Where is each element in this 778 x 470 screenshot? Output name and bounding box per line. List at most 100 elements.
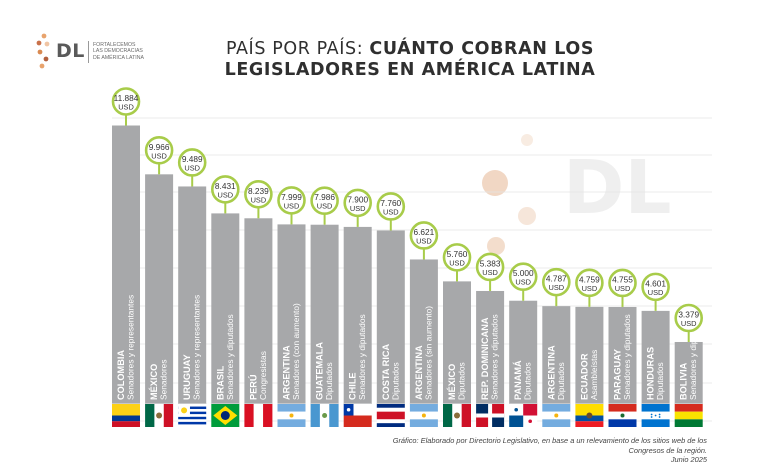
chamber-label: Diputados xyxy=(324,362,334,400)
country-label: MÉXICO xyxy=(148,364,159,400)
logo-tagline: Fortalecemos las democracias de América … xyxy=(93,42,144,61)
bar-divider xyxy=(575,403,604,404)
bar-divider xyxy=(112,403,140,404)
chart-title: PAÍS POR PAÍS: CUÁNTO COBRAN LOS LEGISLA… xyxy=(170,39,650,81)
chamber-label: Diputados xyxy=(523,362,533,400)
bar-divider xyxy=(343,403,372,404)
argentina-flag-icon xyxy=(277,404,306,427)
country-label: ECUADOR xyxy=(579,353,589,400)
bar-divider xyxy=(244,403,273,404)
country-label: ARGENTINA xyxy=(546,345,556,400)
bar xyxy=(310,224,339,404)
source-text: Gráfico: Elaborado por Directorio Legisl… xyxy=(392,436,707,455)
chamber-label: Senadores y diputados xyxy=(225,314,235,400)
bar-label: PERÚ Congresistas xyxy=(247,351,268,400)
logo-tagline-line: de América Latina xyxy=(93,54,144,61)
value-label: 11.884 xyxy=(114,93,139,103)
bar-label: PANAMÁ Diputados xyxy=(512,360,533,400)
value-label: 7.986 xyxy=(314,192,335,202)
bar-label: COLOMBIA Senadores y representantes xyxy=(116,295,136,400)
chamber-label: Senadores y diputados xyxy=(622,314,632,400)
chamber-label: Diputados xyxy=(655,362,665,400)
country-label: PARAGUAY xyxy=(613,349,623,400)
brasil-flag-icon xyxy=(211,404,240,427)
bar-divider xyxy=(476,403,505,404)
value-bubble xyxy=(244,179,273,209)
currency-label: USD xyxy=(217,190,233,199)
bar xyxy=(277,224,306,404)
bar xyxy=(178,186,207,404)
currency-label: USD xyxy=(615,284,631,293)
value-bubble xyxy=(674,303,704,333)
logo-dots-icon xyxy=(36,33,50,69)
value-bubble xyxy=(211,175,240,204)
bars-layer: COLOMBIA Senadores y representantes 11.884… xyxy=(111,87,704,427)
chamber-label: Diputados xyxy=(556,362,566,400)
bar-label: COSTA RICA Diputados xyxy=(381,343,401,400)
decor-circle xyxy=(521,134,533,146)
bar-label: ARGENTINA Senadores (sin aumento) xyxy=(414,306,434,400)
watermark-text: DL xyxy=(563,145,672,231)
bar-divider xyxy=(310,403,339,404)
value-bubble xyxy=(343,188,373,218)
ecuador-flag-icon xyxy=(575,404,604,427)
value-label: 4.759 xyxy=(579,274,600,284)
bar-group: COLOMBIA Senadores y representantes 11.884… xyxy=(111,87,141,427)
currency-label: USD xyxy=(515,278,531,287)
country-label: PANAMÁ xyxy=(512,360,523,400)
bar xyxy=(476,290,505,404)
chamber-label: Senadores y diputados xyxy=(357,314,367,400)
value-label: 7.999 xyxy=(281,192,302,202)
chamber-label: Senadores xyxy=(159,359,169,400)
currency-label: USD xyxy=(681,319,697,328)
peru-flag-icon xyxy=(244,404,273,427)
value-label: 4.787 xyxy=(546,274,567,284)
currency-label: USD xyxy=(416,236,432,245)
value-label: 7.760 xyxy=(380,198,401,208)
country-label: ARGENTINA xyxy=(282,345,292,400)
bar xyxy=(575,306,604,404)
bar xyxy=(542,306,571,404)
source-date: Junio 2025 xyxy=(670,455,707,464)
country-label: HONDURAS xyxy=(646,347,656,400)
argentina-flag-icon xyxy=(542,404,571,427)
bar-label: PARAGUAY Senadores y diputados xyxy=(613,314,633,400)
currency-label: USD xyxy=(184,163,200,172)
bar xyxy=(112,125,140,405)
currency-label: USD xyxy=(151,151,167,160)
logo-divider xyxy=(88,41,89,63)
currency-label: USD xyxy=(118,102,134,111)
value-bubble xyxy=(641,272,670,302)
costa-rica-flag-icon xyxy=(376,404,405,427)
country-label: BOLIVIA xyxy=(679,362,689,400)
value-label: 5.000 xyxy=(513,268,534,278)
country-label: PERÚ xyxy=(247,374,258,400)
argentina-flag-icon xyxy=(409,404,438,427)
logo: DL Fortalecemos las democracias de Améri… xyxy=(34,30,164,74)
value-bubble xyxy=(575,268,604,298)
bar-divider xyxy=(211,403,240,404)
chamber-label: Senadores (con aumento) xyxy=(291,303,301,400)
honduras-flag-icon xyxy=(641,404,670,427)
bar-divider xyxy=(178,403,207,404)
bar-divider xyxy=(641,403,670,404)
source-caption: Gráfico: Elaborado por Directorio Legisl… xyxy=(360,436,707,465)
value-bubble xyxy=(475,252,505,282)
chamber-label: Senadores y diputados xyxy=(490,314,500,400)
bar xyxy=(443,281,471,404)
bar-divider xyxy=(608,403,637,404)
country-label: BRASIL xyxy=(215,365,225,400)
value-label: 5.383 xyxy=(480,258,501,268)
mexico-flag-icon xyxy=(145,404,174,427)
value-label: 4.755 xyxy=(612,274,633,284)
bar-label: REP. DOMINICANA Senadores y diputados xyxy=(480,314,500,400)
